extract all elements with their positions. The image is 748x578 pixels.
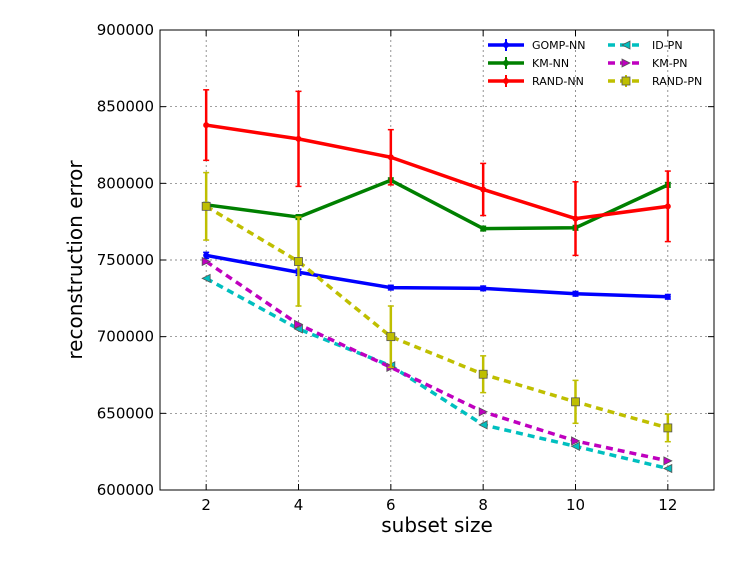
data-point — [663, 423, 673, 433]
data-point — [662, 463, 673, 474]
legend-label: KM-NN — [532, 57, 569, 70]
data-point — [295, 135, 302, 142]
data-point — [478, 420, 488, 430]
legend-marker — [503, 42, 509, 48]
data-point — [386, 332, 396, 342]
series-line — [205, 276, 669, 471]
series-line — [205, 260, 669, 463]
legend-item: KM-PN — [608, 57, 688, 70]
legend-label: KM-PN — [652, 57, 688, 70]
y-axis-label: reconstruction error — [63, 160, 87, 360]
grid — [160, 29, 714, 491]
series-gomp-nn — [203, 251, 671, 300]
legend-label: RAND-PN — [652, 75, 702, 88]
data-point — [203, 252, 210, 259]
data-point — [294, 319, 304, 330]
y-tick-label: 800000 — [97, 174, 154, 192]
data-point — [294, 257, 303, 266]
y-tick-label: 700000 — [97, 328, 154, 346]
data-point — [571, 436, 581, 446]
data-point — [201, 273, 211, 284]
data-point — [663, 456, 673, 466]
legend-marker — [503, 78, 509, 84]
data-point — [664, 203, 671, 210]
axis-ticks: 2 4 6 8 10 12 600000 650000 700000 750000 800000 85… — [97, 21, 714, 514]
y-tick-label: 900000 — [97, 21, 154, 39]
series-line — [205, 178, 669, 231]
series-km-nn — [203, 177, 671, 232]
legend-item: ID-PN — [608, 39, 683, 52]
data-point — [201, 256, 212, 267]
data-point — [571, 397, 580, 407]
data-point — [480, 186, 487, 193]
data-point — [480, 285, 487, 292]
data-point — [478, 369, 488, 379]
x-axis-label: subset size — [381, 513, 493, 537]
x-tick-label: 12 — [658, 496, 677, 514]
series-line — [205, 253, 668, 299]
x-tick-label: 4 — [294, 496, 304, 514]
series-id-pn — [201, 273, 673, 474]
legend-marker — [503, 60, 509, 66]
x-tick-label: 2 — [201, 496, 211, 514]
y-tick-label: 600000 — [97, 481, 154, 499]
data-point — [203, 122, 210, 129]
series-rand-nn — [203, 89, 671, 257]
series-layer — [201, 89, 673, 474]
data-point — [572, 215, 579, 222]
data-point — [572, 290, 579, 297]
series-line — [205, 204, 669, 430]
data-point — [387, 154, 394, 161]
legend-item: RAND-NN — [488, 75, 584, 88]
data-point — [478, 407, 489, 417]
y-tick-label: 750000 — [97, 251, 154, 269]
y-tick-label: 850000 — [97, 98, 154, 116]
data-point — [570, 441, 580, 451]
legend-label: RAND-NN — [532, 75, 584, 88]
legend-marker — [621, 40, 631, 50]
legend-item: GOMP-NN — [488, 39, 586, 52]
legend: GOMP-NN KM-NN RAND-NN ID-PN KM-PN RAND-PN — [488, 39, 702, 88]
x-tick-label: 6 — [386, 496, 396, 514]
data-point — [387, 284, 394, 291]
legend-marker — [621, 76, 631, 86]
data-point — [664, 293, 671, 300]
legend-item: KM-NN — [488, 57, 569, 70]
x-tick-label: 8 — [478, 496, 488, 514]
legend-item: RAND-PN — [608, 75, 702, 88]
series-rand-pn — [201, 171, 673, 443]
series-line — [205, 123, 669, 221]
legend-marker — [621, 58, 631, 68]
legend-label: ID-PN — [652, 39, 683, 52]
y-tick-label: 650000 — [97, 404, 154, 422]
x-tick-label: 10 — [566, 496, 585, 514]
legend-label: GOMP-NN — [532, 39, 586, 52]
data-point — [201, 201, 211, 211]
data-point — [480, 225, 487, 232]
